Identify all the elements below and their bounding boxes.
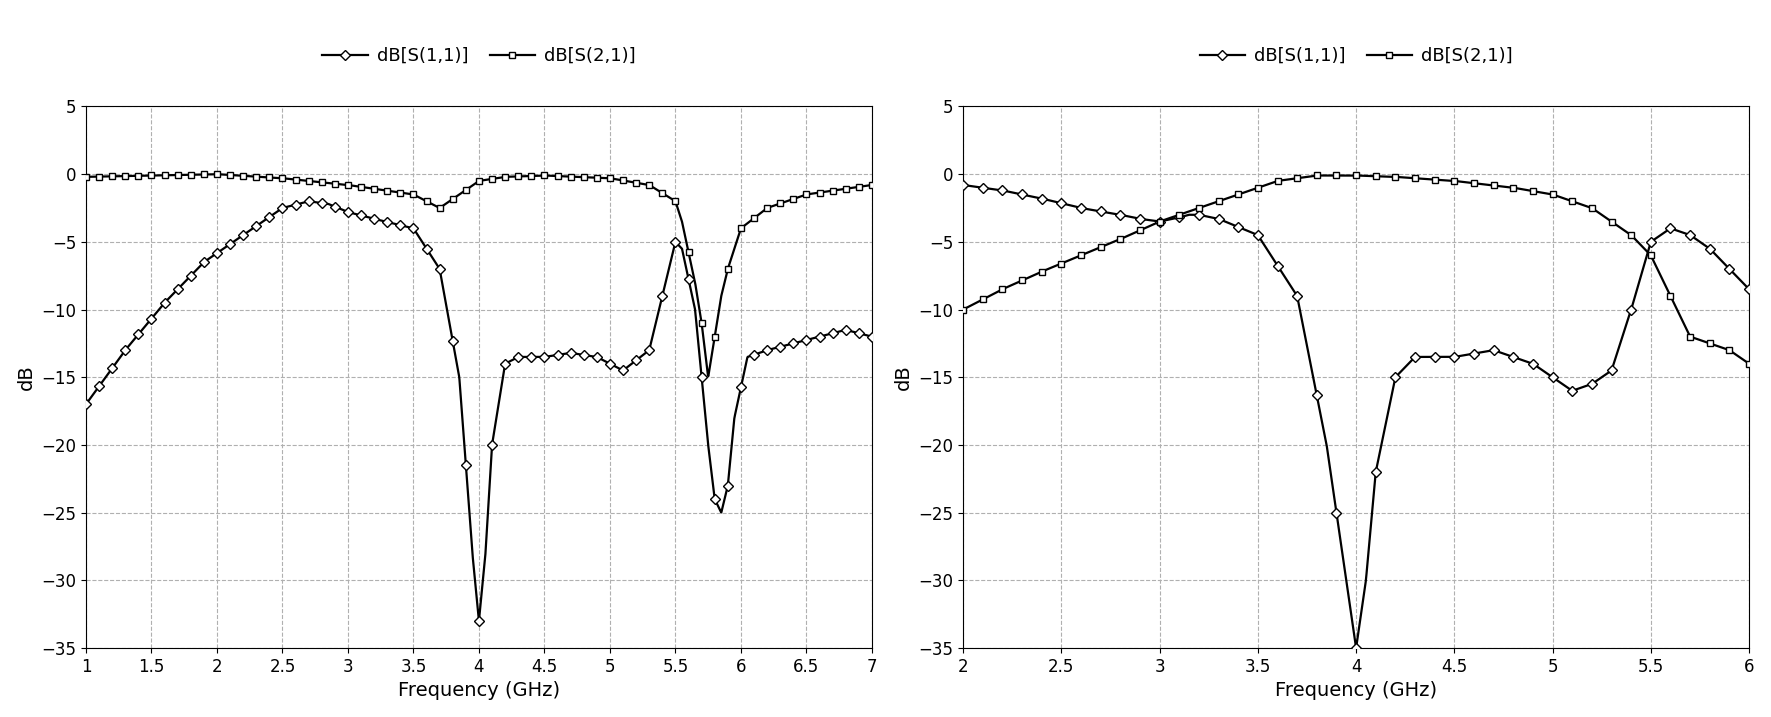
X-axis label: Frequency (GHz): Frequency (GHz) bbox=[398, 681, 560, 701]
Legend: dB[S(1,1)], dB[S(2,1)]: dB[S(1,1)], dB[S(2,1)] bbox=[1192, 39, 1520, 72]
Legend: dB[S(1,1)], dB[S(2,1)]: dB[S(1,1)], dB[S(2,1)] bbox=[315, 39, 643, 72]
Y-axis label: dB: dB bbox=[16, 364, 35, 390]
X-axis label: Frequency (GHz): Frequency (GHz) bbox=[1275, 681, 1436, 701]
Y-axis label: dB: dB bbox=[894, 364, 912, 390]
